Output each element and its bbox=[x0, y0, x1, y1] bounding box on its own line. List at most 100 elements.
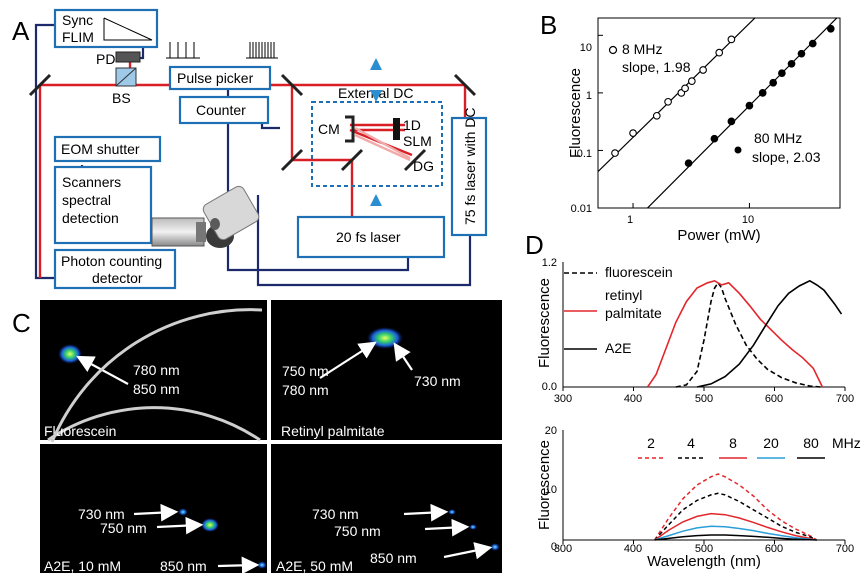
chart-b-point bbox=[826, 24, 835, 33]
chart-d-bottom-line-2mhz bbox=[653, 473, 818, 541]
laser-20fs-label: 20 fs laser bbox=[336, 229, 401, 245]
a2e10-ann-3: 850 nm bbox=[160, 558, 207, 573]
image-a2e-10 bbox=[40, 444, 267, 573]
image-retinyl bbox=[271, 300, 502, 440]
setup-diagram: Sync FLIM PD BS Pulse picker Counter Ext… bbox=[28, 8, 488, 290]
legend-retinyl-2: palmitate bbox=[605, 305, 662, 321]
chart-d-top-xtick-400: 400 bbox=[624, 393, 642, 405]
chart-d-top-marks bbox=[562, 262, 846, 391]
flim-decay-icon bbox=[103, 17, 153, 41]
chart-d-bottom-xtick-600: 600 bbox=[765, 543, 783, 555]
bs-label: BS bbox=[112, 90, 131, 106]
objective-icon bbox=[151, 217, 206, 247]
a2e50-ann-1: 730 nm bbox=[312, 506, 359, 522]
legend-4mhz: 4 bbox=[687, 435, 695, 451]
chart-b-xlabel: Power (mW) bbox=[677, 227, 760, 244]
chart-b-point bbox=[727, 117, 736, 126]
chart-d-top-line-retinyl-palmitate bbox=[646, 279, 824, 388]
spot-a2e-10-c bbox=[257, 561, 267, 569]
chart-b-point bbox=[797, 49, 806, 58]
image-label-a2e-50: A2E, 50 mM bbox=[276, 558, 353, 573]
chart-b-point bbox=[778, 69, 786, 78]
chart-d-top: Fluorescence 1.2 0.0 300 400 500 600 700… bbox=[536, 257, 854, 405]
chart-d-bottom-xtick-500: 500 bbox=[695, 543, 713, 555]
arrow-up-icon-lower bbox=[370, 194, 382, 206]
chart-d-bottom: Fluorescence Wavelength (nm) 20 10 0 300… bbox=[536, 425, 861, 570]
chart-d-top-xtick-500: 500 bbox=[695, 393, 713, 405]
chart-b-point bbox=[611, 149, 619, 157]
chart-b-ytick-10: 10 bbox=[580, 42, 592, 54]
chart-b-point bbox=[699, 66, 707, 74]
legend-mhz-unit: MHz bbox=[832, 435, 861, 451]
chart-d-top-xtick-600: 600 bbox=[765, 393, 783, 405]
chart-d-bottom-xtick-400: 400 bbox=[624, 543, 642, 555]
cm-label: CM bbox=[318, 121, 340, 137]
chart-d-top-ylabel: Fluorescence bbox=[536, 278, 553, 368]
spot-a2e-50-b bbox=[469, 524, 477, 530]
chart-d-top-line-A2E bbox=[696, 279, 843, 388]
counter-box bbox=[178, 95, 270, 125]
chart-b-point bbox=[684, 159, 693, 168]
scanners-label-2: spectral bbox=[62, 192, 111, 208]
chart-b-point bbox=[629, 129, 637, 137]
chart-b-point bbox=[745, 101, 754, 110]
legend-80mhz-marker bbox=[734, 146, 742, 154]
field-of-view-arcs bbox=[50, 308, 263, 443]
pulse-picker-label: Pulse picker bbox=[177, 70, 254, 86]
chart-b-ytick-1: 1 bbox=[586, 90, 592, 102]
chart-d-bottom-line-80mhz bbox=[654, 534, 817, 541]
legend-8mhz-label: 8 MHz bbox=[622, 41, 662, 57]
pd-label: PD bbox=[96, 51, 115, 67]
chart-d-bottom-ytick-20: 20 bbox=[545, 425, 557, 437]
panel-letter-c: C bbox=[12, 308, 31, 338]
chart-b-ytick-0.1: 0.1 bbox=[577, 148, 592, 160]
legend-8mhz-marker bbox=[608, 45, 618, 55]
chart-b-frame bbox=[597, 17, 841, 209]
chart-d-bottom-line-8mhz bbox=[654, 512, 817, 541]
chart-d-top-ytick-1.2: 1.2 bbox=[542, 257, 557, 269]
sync-flim-box bbox=[53, 8, 159, 49]
panel-c-images: 780 nm 850 nm Fluorescein 750 nm 780 nm … bbox=[40, 300, 502, 573]
counter-label: Counter bbox=[196, 102, 246, 118]
legend-80mhz: 80 bbox=[803, 435, 819, 451]
chart-b: Fluorescence Power (mW) 10 1 0.1 0.01 1 … bbox=[567, 17, 841, 244]
chart-d-bottom-ytick-10: 10 bbox=[545, 484, 557, 496]
chart-d-bottom-ylabel: Fluorescence bbox=[536, 440, 553, 530]
chart-d-bottom-ytick-0: 0 bbox=[551, 541, 557, 553]
scanners-label-3: detection bbox=[62, 210, 119, 226]
image-a2e-50 bbox=[271, 444, 502, 573]
chart-b-point bbox=[758, 89, 767, 97]
legend-a2e: A2E bbox=[605, 340, 631, 356]
spot-a2e-50-a bbox=[448, 509, 456, 515]
pulse-train-high bbox=[246, 42, 278, 59]
curved-mirror bbox=[345, 115, 355, 143]
image-label-fluorescein: Fluorescein bbox=[44, 423, 116, 439]
slm-label-2: SLM bbox=[403, 133, 432, 149]
a2e50-ann-3: 850 nm bbox=[370, 550, 417, 566]
chart-b-xtick-1: 1 bbox=[627, 214, 633, 226]
laser-75fs-box bbox=[450, 116, 488, 237]
panel-letter-a: A bbox=[12, 16, 30, 46]
chart-b-point bbox=[769, 78, 778, 87]
chart-b-point bbox=[664, 97, 672, 106]
legend-8mhz-slope: slope, 1.98 bbox=[622, 59, 691, 75]
eom-shutter-label: EOM shutter bbox=[61, 141, 140, 157]
photon-counting-label-1: Photon counting bbox=[61, 253, 162, 269]
spot-a2e-50-c bbox=[490, 543, 500, 551]
chart-d-bottom-marks bbox=[562, 430, 846, 544]
retinyl-ann-1: 750 nm bbox=[282, 363, 329, 379]
legend-retinyl-1: retinyl bbox=[605, 287, 642, 303]
a2e50-ann-2: 750 nm bbox=[334, 523, 381, 539]
chart-b-point bbox=[681, 84, 689, 93]
chart-b-point bbox=[715, 48, 724, 57]
mirrors bbox=[28, 73, 477, 172]
legend-20mhz: 20 bbox=[763, 435, 779, 451]
pulse-picker-box bbox=[168, 65, 272, 91]
chart-d-top-xtick-300: 300 bbox=[554, 393, 572, 405]
panel-letter-b: B bbox=[540, 10, 557, 40]
chart-b-ytick-0.01: 0.01 bbox=[571, 203, 592, 215]
eom-shutter-box bbox=[53, 135, 162, 163]
chart-d-top-xtick-700: 700 bbox=[836, 393, 854, 405]
legend-fluorescein: fluorescein bbox=[605, 264, 673, 280]
